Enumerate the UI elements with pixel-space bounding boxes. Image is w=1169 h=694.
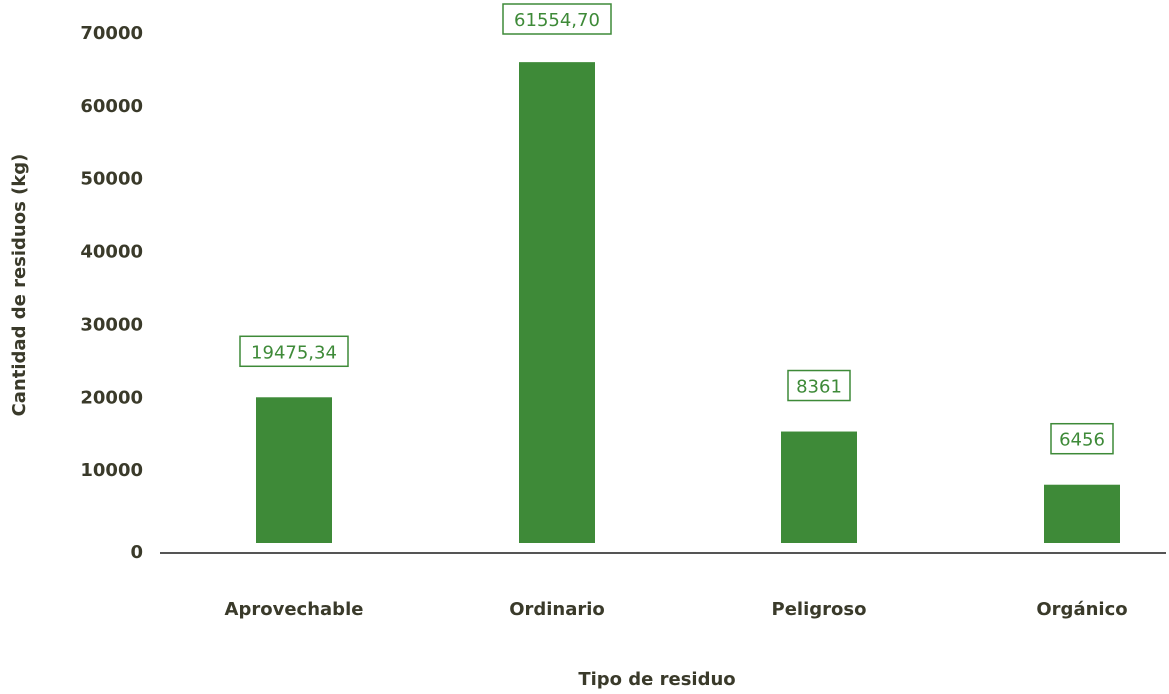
x-category-label: Aprovechable	[225, 599, 364, 620]
data-label-text: 6456	[1059, 430, 1105, 451]
y-tick-label: 0	[130, 542, 143, 563]
data-label-text: 61554,70	[514, 10, 600, 31]
y-tick-label: 30000	[80, 314, 143, 335]
y-axis-title: Cantidad de residuos (kg)	[9, 154, 30, 417]
data-labels: 19475,34 61554,70 8361 6456	[239, 3, 1114, 455]
data-label: 8361	[787, 369, 851, 402]
bars	[256, 62, 1120, 544]
data-label-box	[502, 3, 612, 35]
x-category-label: Orgánico	[1036, 599, 1127, 620]
x-category-label: Peligroso	[772, 599, 867, 620]
bar-orgánico	[1044, 484, 1120, 543]
y-tick-label: 50000	[80, 169, 143, 190]
y-tick-label: 10000	[80, 460, 143, 481]
x-axis-categories: Aprovechable Ordinario Peligroso Orgánico	[225, 599, 1128, 620]
data-label-text: 19475,34	[251, 342, 337, 363]
y-tick-label: 70000	[80, 23, 143, 44]
y-axis-ticks: 0 10000 20000 30000 40000 50000 60000 70000	[80, 23, 143, 563]
bar-ordinario	[519, 62, 595, 544]
bar-aprovechable	[256, 397, 332, 543]
data-label-box	[1050, 422, 1114, 455]
data-label-text: 8361	[796, 377, 842, 398]
y-tick-label: 60000	[80, 96, 143, 117]
data-label-box	[787, 369, 851, 402]
y-tick-label: 20000	[80, 387, 143, 408]
data-label-box	[239, 335, 349, 368]
y-tick-label: 40000	[80, 242, 143, 263]
x-axis-title: Tipo de residuo	[578, 669, 735, 690]
bar-peligroso	[781, 431, 857, 543]
x-category-label: Ordinario	[509, 599, 605, 620]
data-label: 19475,34	[239, 335, 349, 368]
data-label: 6456	[1050, 422, 1114, 455]
data-label: 61554,70	[502, 3, 612, 35]
